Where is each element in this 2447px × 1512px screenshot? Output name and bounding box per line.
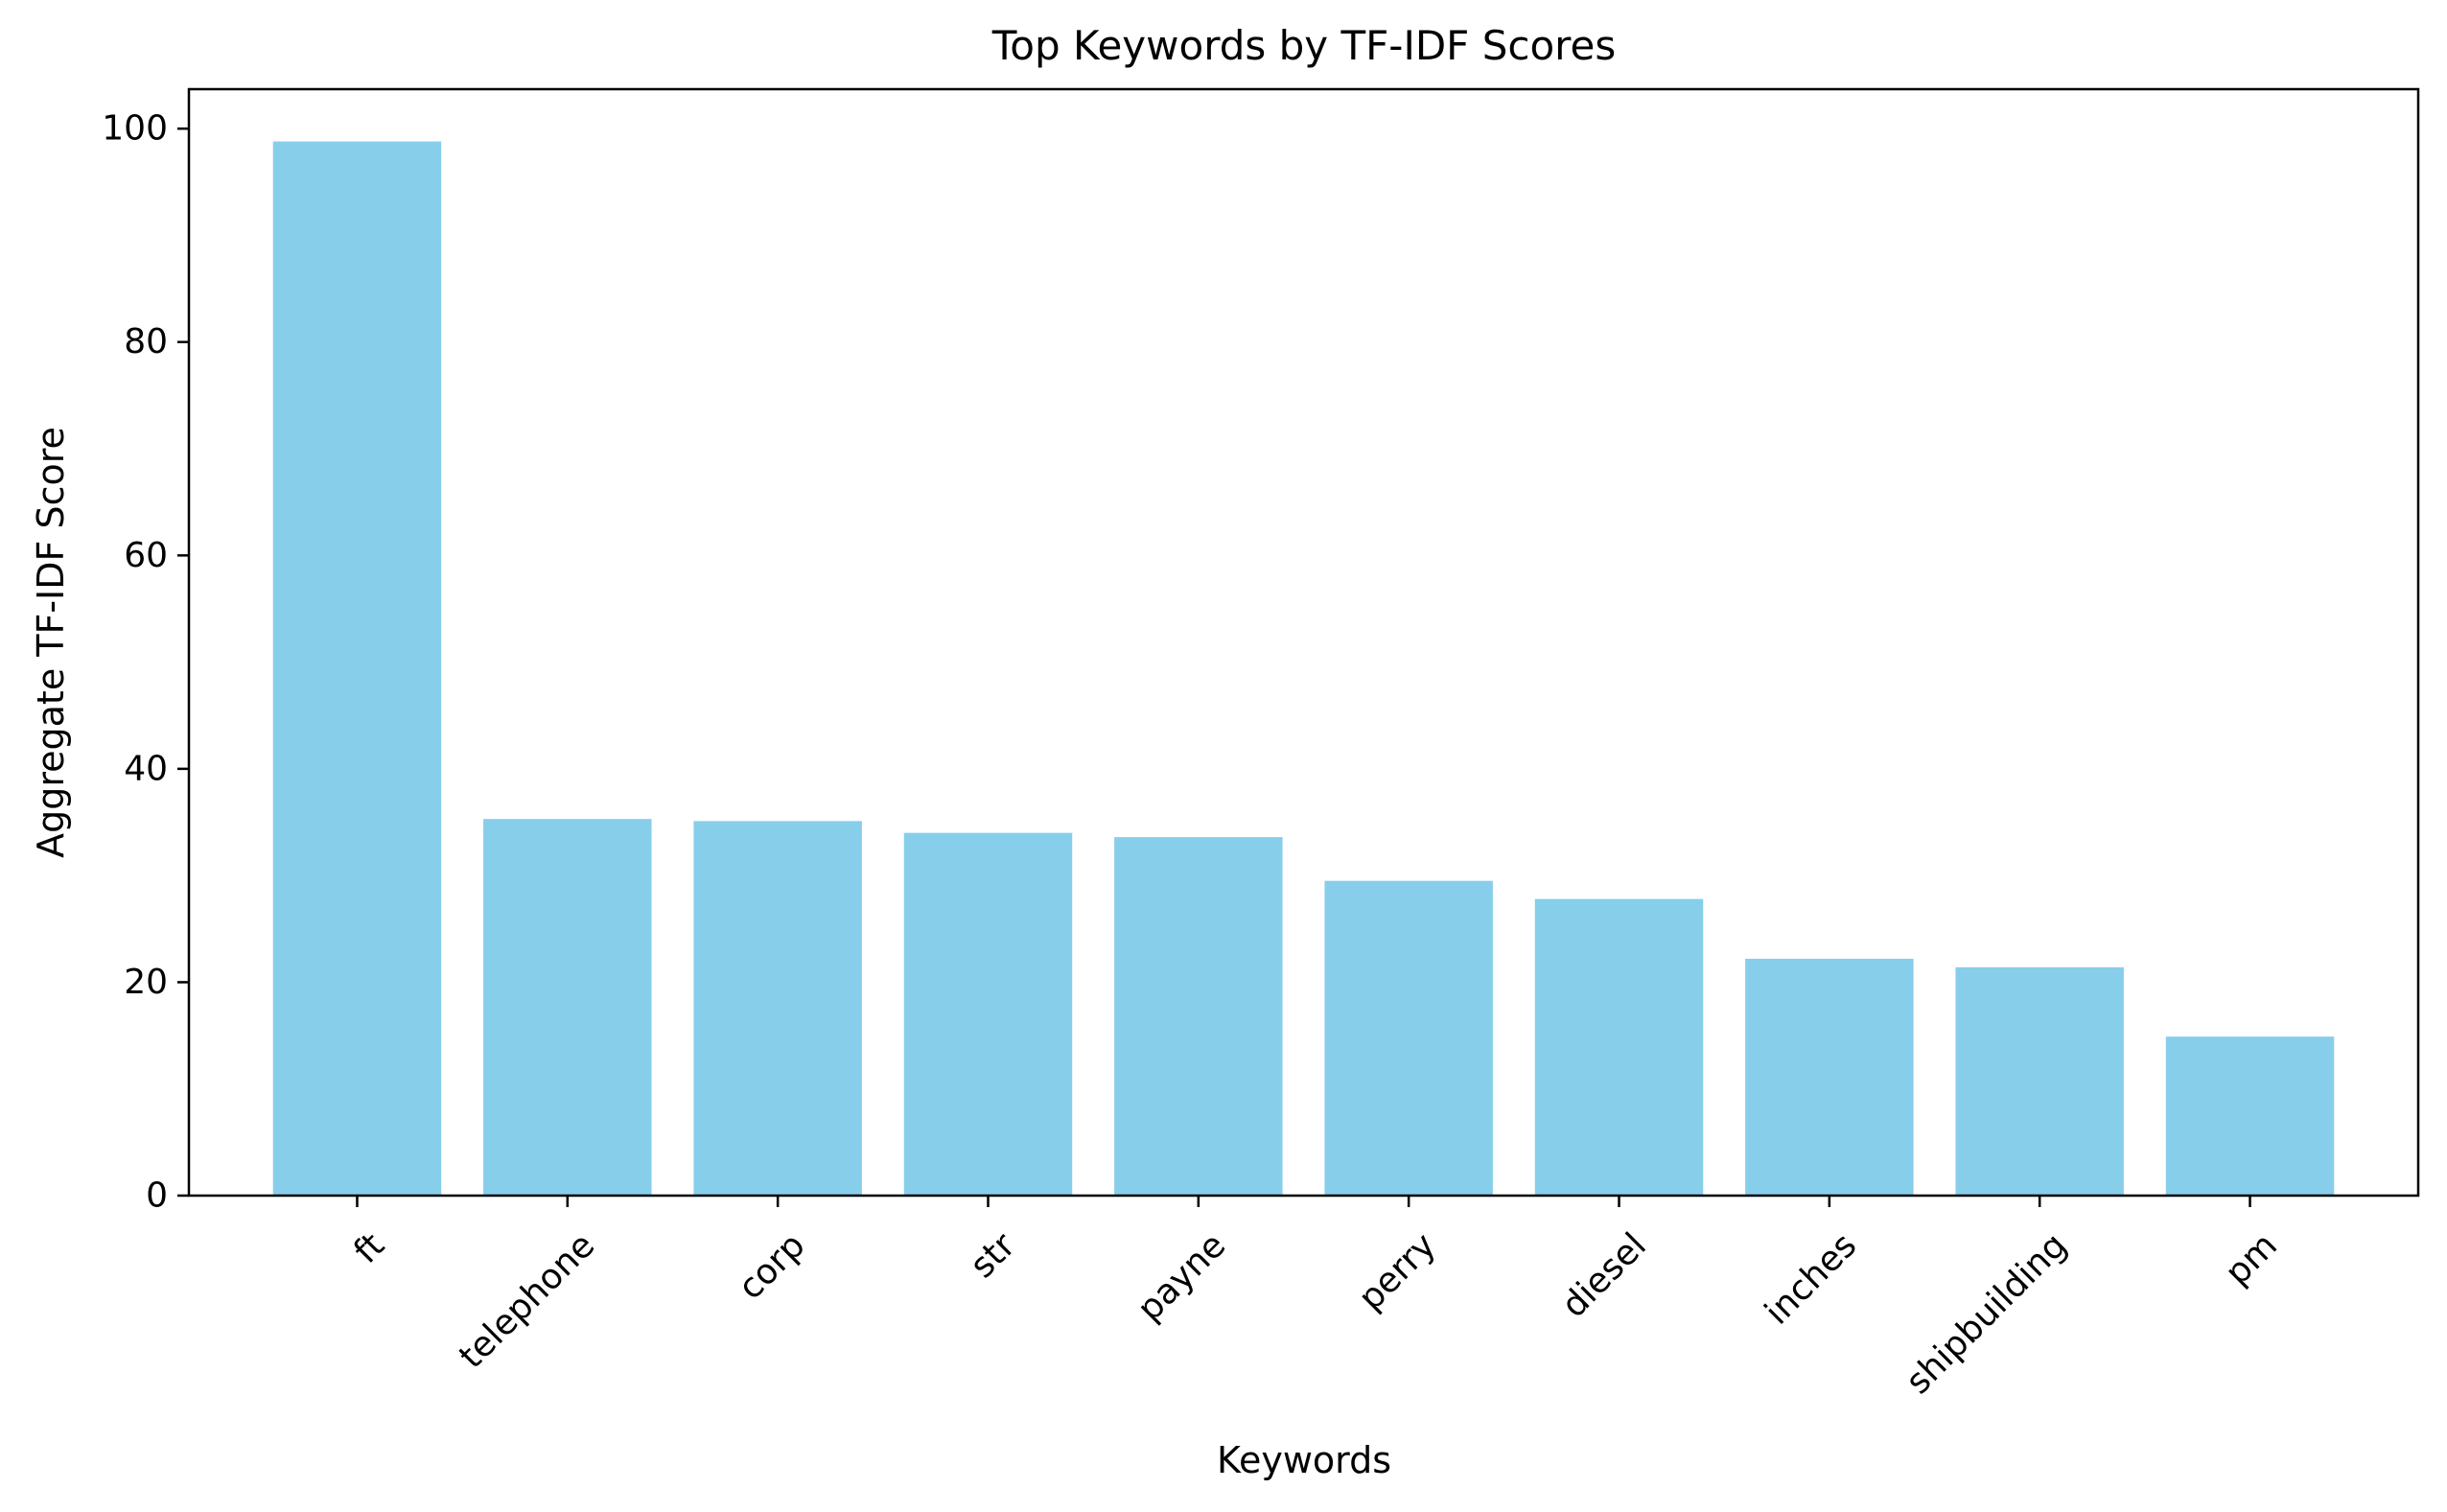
bar-telephone [483, 819, 652, 1196]
bars-layer [272, 141, 2335, 1196]
bar-shipbuilding [1955, 966, 2124, 1196]
bar-str [903, 832, 1073, 1196]
bar-ft [272, 141, 442, 1196]
bar-pm [2165, 1036, 2335, 1196]
y-axis-label: Aggregate TF-IDF Score [30, 427, 72, 858]
plot-frame [187, 87, 2420, 1198]
bar-payne [1114, 837, 1283, 1196]
y-tick-label: 0 [146, 1176, 168, 1216]
y-tick-label: 100 [102, 109, 168, 149]
chart-title: Top Keywords by TF-IDF Scores [991, 22, 1616, 69]
bar-perry [1324, 880, 1493, 1196]
y-tick-label: 40 [124, 749, 168, 788]
bar-diesel [1534, 898, 1704, 1196]
bar-corp [693, 821, 862, 1196]
y-tick-label: 80 [124, 322, 168, 361]
y-tick-label: 20 [124, 963, 168, 1002]
y-axis-ticks: 0 20 40 60 80 100 [102, 109, 189, 1216]
bar-inches [1745, 958, 1914, 1196]
y-tick-label: 60 [124, 536, 168, 575]
x-axis-label: Keywords [1217, 1439, 1391, 1481]
